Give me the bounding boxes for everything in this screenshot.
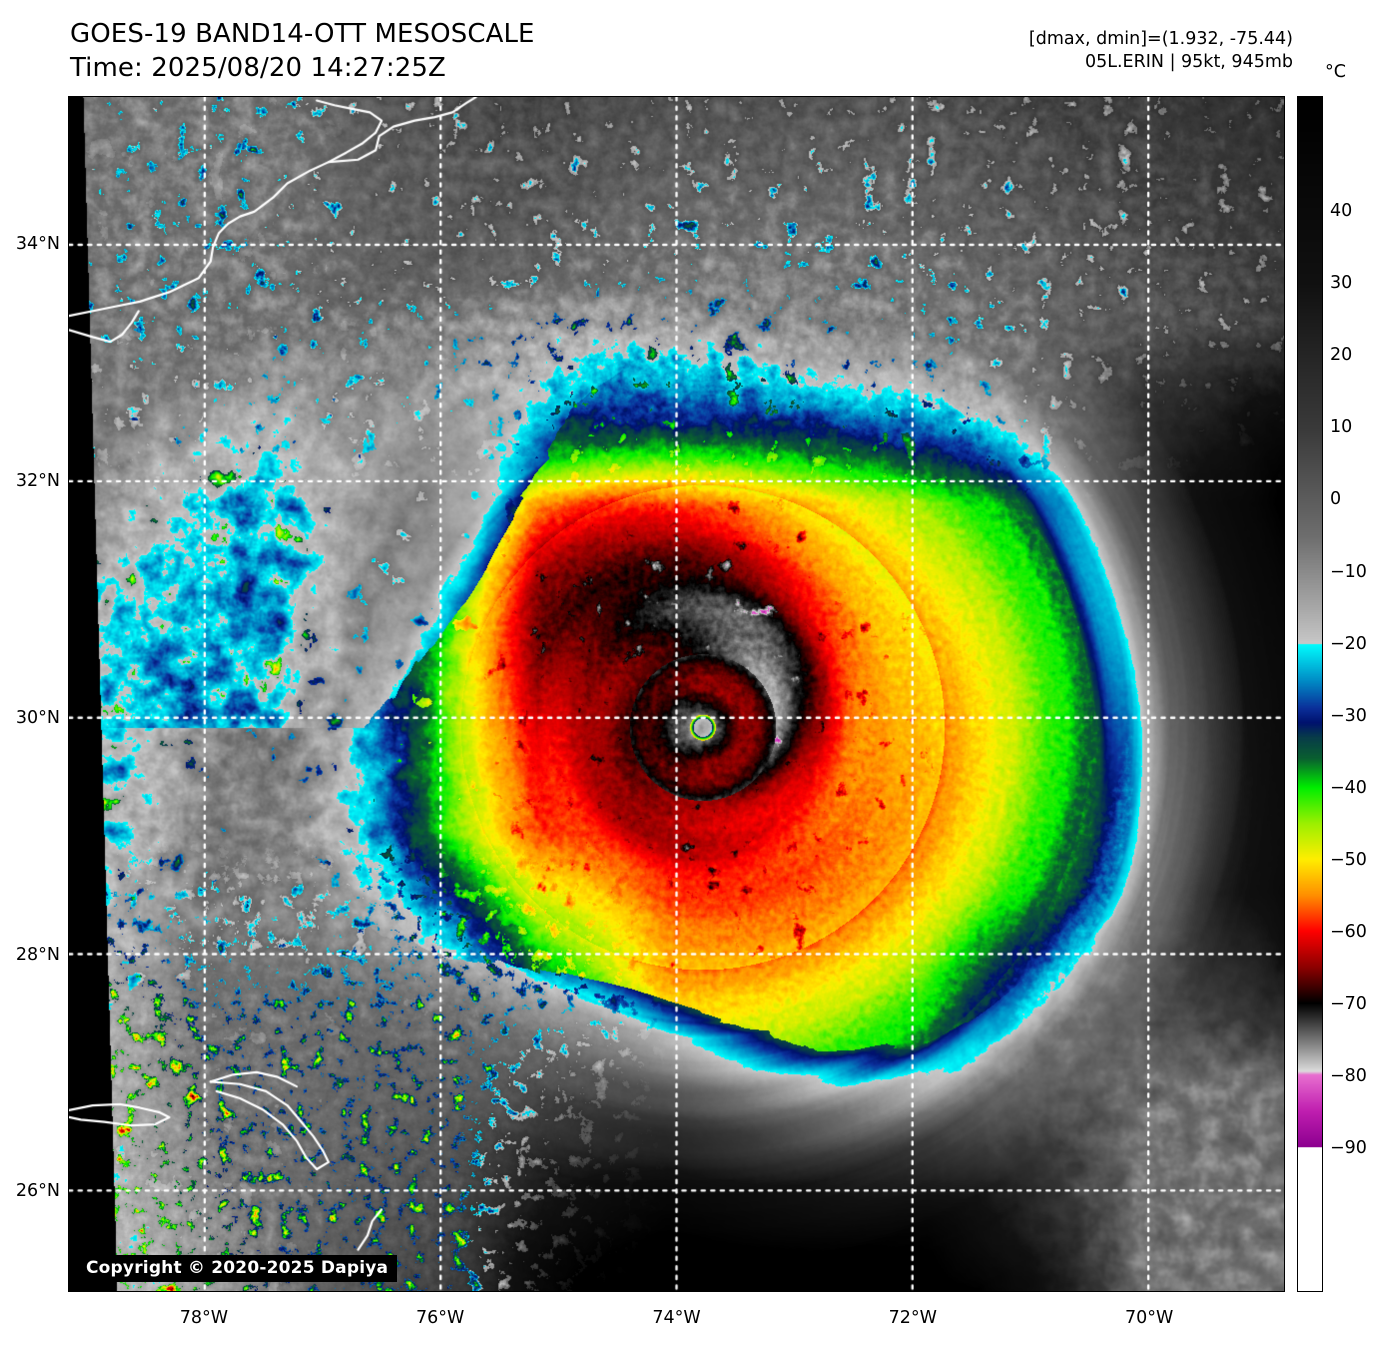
metadata-block: [dmax, dmin]=(1.932, -75.44) 05L.ERIN | …	[1029, 28, 1293, 74]
lon-tick-74: 74°W	[652, 1308, 701, 1328]
satellite-image-plot[interactable]: Copyright © 2020-2025 Dapiya	[68, 96, 1285, 1292]
colorbar-tick--90: −90	[1330, 1137, 1367, 1158]
colorbar-unit-label: °C	[1325, 62, 1346, 82]
colorbar-tick--60: −60	[1330, 921, 1367, 942]
lon-tick-76: 76°W	[416, 1308, 465, 1328]
timestamp-label: Time: 2025/08/20 14:27:25Z	[70, 52, 446, 83]
colorbar-tick--40: −40	[1330, 777, 1367, 798]
lat-tick-26: 26°N	[15, 1181, 60, 1202]
copyright-badge: Copyright © 2020-2025 Dapiya	[79, 1255, 398, 1282]
colorbar-tick--20: −20	[1330, 633, 1367, 654]
colorbar-tick-0: 0	[1330, 489, 1342, 510]
temperature-colorbar[interactable]	[1297, 96, 1323, 1292]
colorbar-tick-40: 40	[1330, 201, 1353, 222]
lat-tick-30: 30°N	[15, 707, 60, 728]
colorbar-tick--30: −30	[1330, 705, 1367, 726]
title-block: GOES-19 BAND14-OTT MESOSCALE Time: 2025/…	[70, 18, 535, 86]
lon-tick-70: 70°W	[1124, 1308, 1174, 1328]
lat-tick-34: 34°N	[15, 234, 60, 255]
colorbar-tick-20: 20	[1330, 345, 1353, 366]
colorbar-tick-10: 10	[1330, 417, 1353, 438]
lon-tick-72: 72°W	[888, 1308, 937, 1328]
colorbar-tick-30: 30	[1330, 273, 1353, 294]
colorbar-tick--80: −80	[1330, 1065, 1367, 1086]
colorbar-tick--10: −10	[1330, 561, 1367, 582]
coastline-and-graticule-overlay	[69, 97, 1284, 1291]
lat-tick-32: 32°N	[15, 470, 60, 491]
page-title: GOES-19 BAND14-OTT MESOSCALE	[70, 19, 535, 49]
colorbar-gradient	[1298, 97, 1322, 1291]
lon-tick-78: 78°W	[179, 1308, 229, 1328]
storm-info-label: 05L.ERIN | 95kt, 945mb	[1084, 51, 1293, 72]
lat-tick-28: 28°N	[15, 944, 60, 965]
colorbar-tick--50: −50	[1330, 849, 1367, 870]
colorbar-tick--70: −70	[1330, 993, 1367, 1014]
dmax-dmin-label: [dmax, dmin]=(1.932, -75.44)	[1028, 29, 1293, 49]
